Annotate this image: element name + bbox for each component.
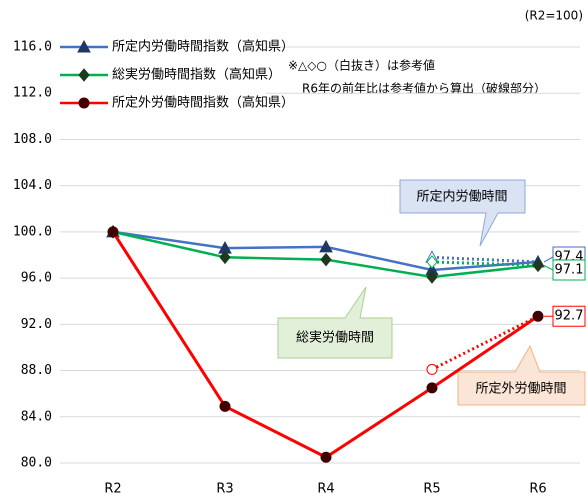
- y-tick-label: 100.0: [13, 224, 52, 239]
- y-tick-label: 108.0: [13, 132, 52, 147]
- point-marker: [320, 451, 332, 463]
- y-tick-label: 104.0: [13, 178, 52, 193]
- legend-marker: [78, 97, 90, 109]
- point-marker: [219, 400, 231, 412]
- point-marker: [426, 270, 438, 284]
- x-tick-label: R2: [104, 482, 121, 497]
- point-marker: [320, 252, 332, 267]
- point-marker: [532, 258, 544, 273]
- point-marker: [219, 250, 231, 265]
- value-label-box: [552, 259, 586, 281]
- legend-label: 総実労働時間指数（高知県）: [112, 67, 281, 83]
- y-tick-label: 112.0: [13, 86, 52, 101]
- callout-label: 総実労働時間: [296, 330, 374, 346]
- legend-marker: [77, 39, 91, 53]
- value-label: 92.7: [555, 309, 584, 324]
- x-tick-label: R6: [529, 482, 546, 497]
- y-tick-label: 92.0: [21, 317, 52, 332]
- y-tick-label: 88.0: [21, 363, 52, 378]
- point-marker: [107, 226, 119, 238]
- reference-marker: [426, 363, 438, 375]
- legend-label: 所定内労働時間指数（高知県）: [112, 39, 294, 55]
- value-label: 97.1: [555, 263, 584, 278]
- label-leader: [543, 264, 554, 271]
- legend-label: 所定外労働時間指数（高知県）: [112, 95, 294, 111]
- y-tick-label: 116.0: [13, 40, 52, 55]
- y-tick-label: 96.0: [21, 271, 52, 286]
- x-tick-label: R3: [216, 482, 233, 497]
- callout-label: 所定外労働時間: [475, 382, 566, 397]
- point-marker: [319, 239, 333, 253]
- point-marker: [532, 310, 544, 322]
- callout-box: [457, 344, 586, 406]
- value-label-box: [552, 305, 586, 327]
- callout-box: [277, 286, 393, 359]
- x-tick-label: R4: [317, 482, 334, 497]
- legend-marker: [78, 68, 90, 82]
- point-marker: [426, 382, 438, 394]
- callout-box: [399, 179, 526, 247]
- label-leader: [543, 256, 554, 263]
- base-note: (R2=100): [525, 9, 583, 23]
- y-tick-label: 80.0: [21, 456, 52, 471]
- annotation: R6年の前年比は参考値から算出（破線部分）: [302, 81, 546, 96]
- legend: [56, 36, 266, 120]
- x-tick-label: R5: [423, 482, 440, 497]
- callout-label: 所定内労働時間: [416, 189, 507, 205]
- callouts: 所定内労働時間 総実労働時間 所定外労働時間: [277, 179, 586, 406]
- reference-marker: [426, 255, 438, 269]
- y-tick-label: 84.0: [21, 409, 52, 424]
- annotation: ※△◇○（白抜き）は参考値: [288, 58, 435, 73]
